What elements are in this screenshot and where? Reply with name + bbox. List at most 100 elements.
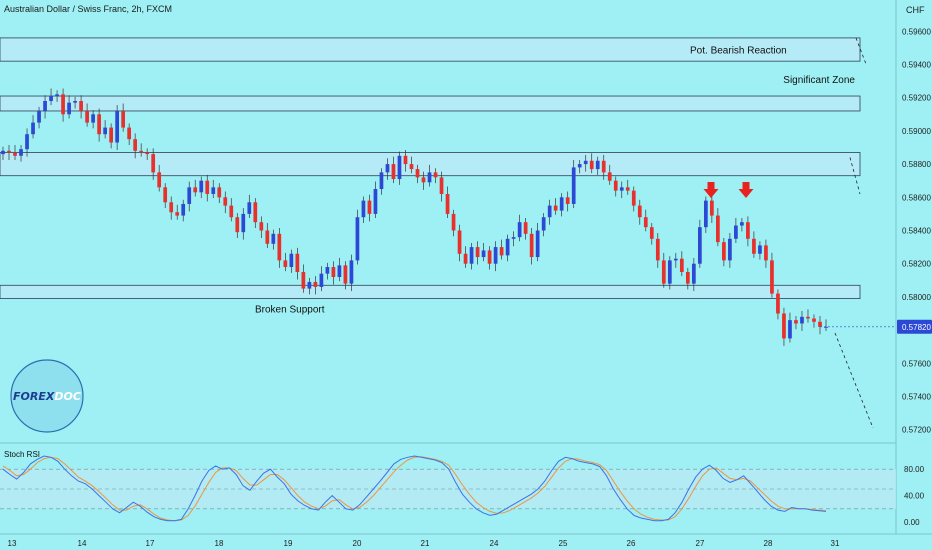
candle[interactable] (43, 101, 47, 111)
candle[interactable] (547, 205, 552, 218)
candle[interactable] (481, 250, 486, 258)
candle[interactable] (7, 150, 11, 153)
candle[interactable] (685, 272, 690, 284)
candle[interactable] (457, 230, 462, 254)
candle[interactable] (601, 160, 606, 173)
candle[interactable] (812, 318, 816, 322)
candle[interactable] (740, 222, 744, 226)
candle[interactable] (355, 217, 360, 261)
candle[interactable] (187, 187, 192, 204)
candle[interactable] (103, 127, 107, 135)
candle[interactable] (271, 233, 276, 244)
candle[interactable] (800, 316, 804, 324)
candle[interactable] (157, 172, 162, 188)
candle[interactable] (806, 316, 810, 319)
candle[interactable] (121, 110, 126, 128)
candle[interactable] (776, 293, 780, 314)
candle[interactable] (673, 258, 678, 261)
candle[interactable] (91, 114, 95, 123)
candle[interactable] (199, 180, 204, 193)
candle[interactable] (505, 238, 510, 256)
candle[interactable] (541, 217, 546, 231)
candle[interactable] (277, 233, 282, 261)
candle[interactable] (181, 203, 186, 216)
candle[interactable] (758, 245, 762, 254)
candle[interactable] (133, 139, 138, 151)
candle[interactable] (511, 237, 516, 239)
candle[interactable] (13, 152, 17, 156)
candle[interactable] (788, 320, 792, 339)
candle[interactable] (127, 127, 132, 140)
candle[interactable] (349, 260, 354, 284)
candle[interactable] (55, 94, 59, 97)
candle[interactable] (337, 265, 342, 277)
candle[interactable] (211, 187, 216, 194)
candle[interactable] (151, 154, 156, 173)
candle[interactable] (307, 281, 312, 289)
candle[interactable] (397, 155, 402, 180)
candle[interactable] (391, 164, 396, 180)
candle[interactable] (427, 172, 432, 183)
candle[interactable] (31, 122, 35, 135)
candle[interactable] (613, 180, 618, 191)
candle[interactable] (295, 253, 300, 273)
candle[interactable] (487, 250, 492, 264)
candle[interactable] (301, 272, 306, 289)
candle[interactable] (589, 160, 594, 170)
candle[interactable] (145, 152, 150, 155)
candle[interactable] (79, 101, 83, 111)
candle[interactable] (283, 260, 288, 268)
candle[interactable] (19, 149, 23, 156)
candle[interactable] (782, 313, 786, 339)
candle[interactable] (451, 213, 456, 231)
candle[interactable] (163, 187, 168, 203)
candle[interactable] (565, 197, 570, 204)
candle[interactable] (697, 227, 702, 264)
candle[interactable] (463, 253, 468, 264)
candle[interactable] (241, 213, 246, 233)
candle[interactable] (61, 94, 65, 115)
candle[interactable] (559, 197, 564, 211)
candle[interactable] (313, 281, 318, 287)
candle[interactable] (247, 202, 252, 214)
candle[interactable] (439, 177, 444, 194)
candle[interactable] (193, 187, 198, 193)
candle[interactable] (643, 217, 648, 228)
candle[interactable] (631, 190, 636, 206)
candle[interactable] (523, 222, 528, 234)
candle[interactable] (37, 110, 41, 123)
candle[interactable] (235, 217, 240, 233)
candle[interactable] (385, 164, 390, 173)
candle[interactable] (169, 202, 174, 213)
candle[interactable] (373, 188, 378, 214)
candle[interactable] (824, 326, 828, 328)
candle[interactable] (752, 238, 756, 254)
candle[interactable] (259, 222, 264, 231)
candle[interactable] (109, 127, 113, 143)
candle[interactable] (469, 247, 474, 264)
candle[interactable] (343, 265, 348, 284)
candle[interactable] (253, 202, 258, 223)
candle[interactable] (535, 230, 540, 258)
candle[interactable] (265, 230, 270, 244)
candle[interactable] (637, 205, 642, 218)
candle[interactable] (73, 101, 77, 103)
candle[interactable] (818, 321, 822, 327)
candle[interactable] (367, 200, 372, 214)
candle[interactable] (716, 215, 720, 243)
candle[interactable] (415, 169, 420, 178)
candle[interactable] (770, 260, 774, 294)
candle[interactable] (649, 227, 654, 239)
candle[interactable] (97, 114, 101, 135)
candle[interactable] (583, 160, 588, 165)
candle[interactable] (175, 212, 180, 216)
candle[interactable] (728, 238, 732, 261)
candle[interactable] (691, 263, 696, 284)
candle[interactable] (325, 267, 330, 274)
candle[interactable] (577, 164, 582, 168)
candle[interactable] (655, 238, 660, 261)
candle[interactable] (379, 172, 384, 189)
candle[interactable] (619, 187, 624, 191)
candle[interactable] (517, 222, 522, 238)
